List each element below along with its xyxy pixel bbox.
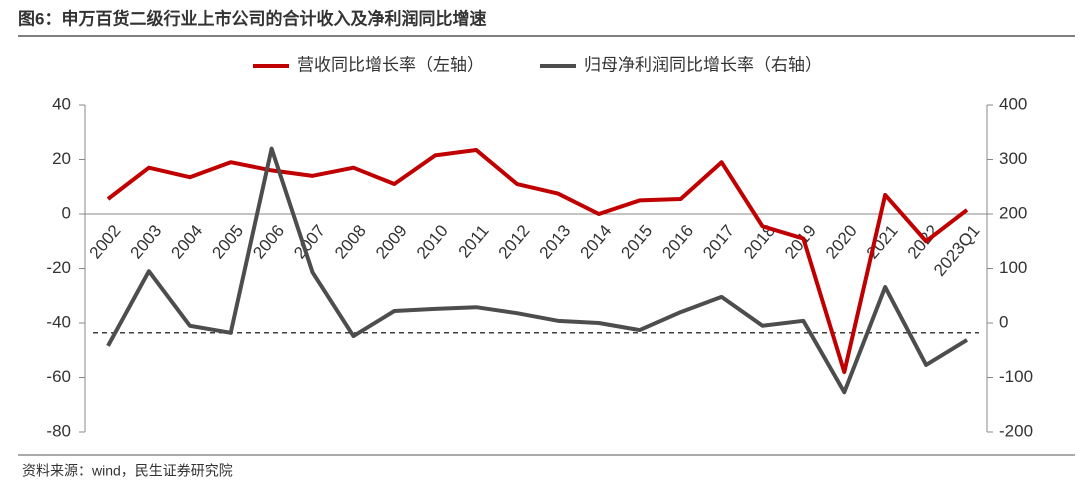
y2-tick-label: 300 [999, 149, 1027, 168]
x-tick-label: 2004 [167, 221, 206, 262]
x-tick-label: 2012 [495, 221, 534, 262]
y2-tick-label: 0 [999, 312, 1008, 331]
x-tick-label: 2014 [576, 221, 615, 262]
series-line [106, 146, 969, 395]
y2-tick-label: -200 [999, 421, 1033, 440]
x-tick-label: 2015 [617, 221, 656, 262]
y-tick-label: -80 [46, 421, 71, 440]
y-tick-label: 20 [52, 149, 71, 168]
legend-label: 归母净利润同比增长率（右轴） [584, 55, 822, 74]
x-tick-label: 2021 [863, 221, 902, 262]
x-tick-label: 2003 [127, 221, 166, 262]
chart-title: 图6：申万百货二级行业上市公司的合计收入及净利润同比增速 [18, 8, 486, 28]
x-tick-label: 2002 [86, 221, 125, 262]
x-tick-label: 2020 [822, 221, 861, 262]
x-tick-label: 2022 [904, 221, 943, 262]
x-tick-label: 2011 [455, 221, 493, 261]
y-tick-label: -60 [46, 367, 71, 386]
x-tick-label: 2017 [699, 221, 738, 262]
x-tick-label: 2019 [781, 221, 820, 262]
y-tick-label: 0 [62, 203, 71, 222]
y2-tick-label: 400 [999, 94, 1027, 113]
source: 资料来源：wind，民生证券研究院 [22, 463, 233, 479]
y2-tick-label: 200 [999, 203, 1027, 222]
y2-tick-label: -100 [999, 367, 1033, 386]
y-tick-label: 40 [52, 94, 71, 113]
x-tick-label: 2008 [331, 221, 370, 262]
legend-label: 营收同比增长率（左轴） [297, 55, 484, 74]
x-tick-label: 2009 [372, 221, 411, 262]
x-tick-label: 2013 [536, 221, 575, 262]
x-tick-label: 2005 [208, 221, 247, 262]
x-tick-label: 2010 [413, 221, 452, 262]
y2-tick-label: 100 [999, 258, 1027, 277]
y-tick-label: -20 [46, 258, 71, 277]
x-tick-label: 2016 [658, 221, 697, 262]
y-tick-label: -40 [46, 312, 71, 331]
series-line [106, 147, 969, 375]
